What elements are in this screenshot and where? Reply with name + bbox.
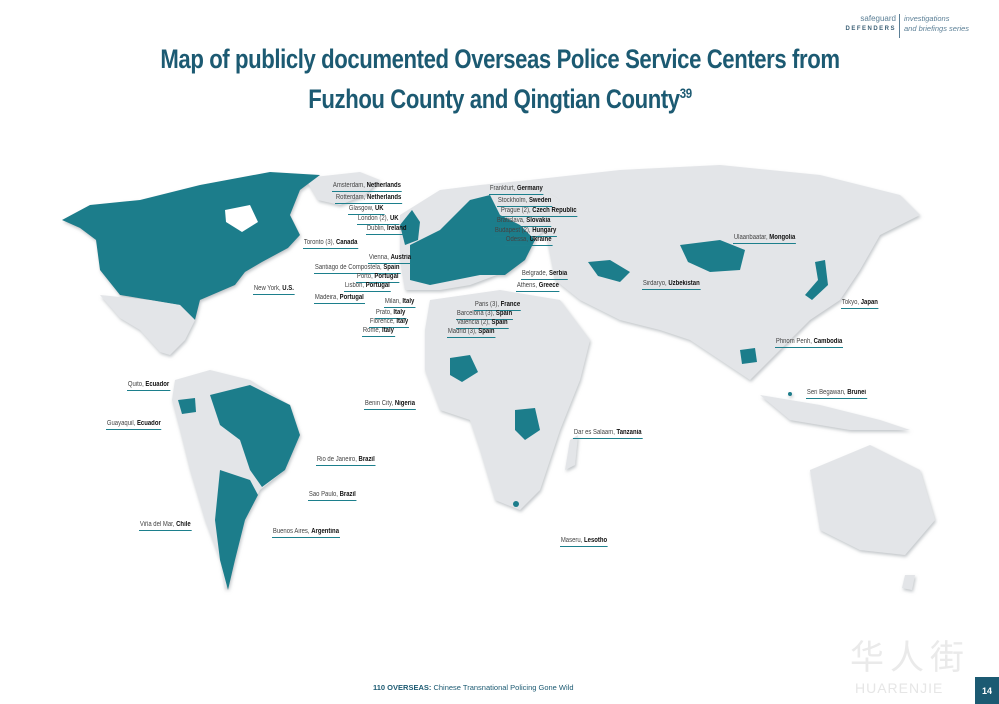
page-number: 14 (975, 677, 999, 704)
label-prato: Prato, Italy (375, 309, 407, 319)
watermark-chinese: 华人街 (850, 638, 970, 678)
label-amsterdam: Amsterdam, Netherlands (332, 182, 402, 192)
brand-header: safeguard DEFENDERS investigations and b… (836, 14, 986, 40)
label-madrid: Madrid (3), Spain (447, 328, 496, 338)
brazil (210, 385, 300, 487)
label-guayaquil: Guayaquil, Ecuador (106, 420, 162, 430)
label-vina-del-mar: Viña del Mar, Chile (139, 521, 192, 531)
label-rome: Rome, Italy (362, 327, 395, 337)
label-tokyo: Tokyo, Japan (841, 299, 879, 309)
australia (810, 445, 935, 555)
footer-report-name: 110 OVERSEAS: (373, 683, 432, 692)
label-milan: Milan, Italy (384, 298, 416, 308)
page-title: Map of publicly documented Overseas Poli… (123, 42, 877, 116)
brand-top: safeguard (860, 14, 896, 23)
argentina-chile (215, 470, 258, 590)
label-paris: Paris (3), France (474, 301, 522, 311)
label-athens: Athens, Greece (516, 282, 560, 292)
series-label: investigations and briefings series (904, 14, 969, 34)
label-rotterdam: Rotterdam, Netherlands (335, 194, 403, 204)
series-line-1: investigations (904, 14, 950, 23)
ecuador (178, 398, 196, 414)
label-porto: Porto, Portugal (356, 273, 400, 283)
label-valencia: Valencia (2), Spain (456, 319, 509, 329)
label-rio-de-janeiro: Rio de Janeiro, Brazil (316, 456, 376, 466)
label-santiago-de-compostela: Santiago de Compostela, Spain (314, 264, 401, 274)
brunei (788, 392, 792, 396)
label-budapest: Budapest (2), Hungary (494, 227, 558, 237)
japan (805, 260, 828, 300)
label-stockholm: Stockholm, Sweden (497, 197, 553, 207)
footer: 110 OVERSEAS: Chinese Transnational Poli… (373, 683, 574, 692)
label-toronto: Toronto (3), Canada (303, 239, 359, 249)
label-phnom-penh: Phnom Penh, Cambodia (775, 338, 844, 348)
label-madeira: Madeira, Portugal (314, 294, 365, 304)
lesotho (513, 501, 519, 507)
nigeria (450, 355, 478, 382)
label-maseru: Maseru, Lesotho (560, 537, 609, 547)
label-vienna: Vienna, Austria (368, 254, 412, 264)
label-barcelona: Barcelona (3), Spain (456, 310, 513, 320)
label-new-york: New York, U.S. (253, 285, 295, 295)
series-line-2: and briefings series (904, 24, 970, 33)
label-buenos-aires: Buenos Aires, Argentina (272, 528, 340, 538)
tanzania (515, 408, 540, 440)
africa-base (425, 290, 590, 510)
mongolia (680, 240, 745, 272)
watermark: 华人街 HUARENJIE (840, 630, 975, 700)
label-dar-es-salaam: Dar es Salaam, Tanzania (573, 429, 643, 439)
label-dublin: Dublin, Ireland (366, 225, 408, 235)
label-frankfurt: Frankfurt, Germany (489, 185, 544, 195)
brand-divider (899, 14, 900, 38)
brand-bottom: DEFENDERS (845, 26, 896, 32)
footer-subtitle: Chinese Transnational Policing Gone Wild (431, 683, 574, 692)
title-footnote: 39 (679, 85, 692, 101)
label-quito: Quito, Ecuador (127, 381, 171, 391)
asia-base (530, 165, 920, 380)
safeguard-defenders-logo: safeguard DEFENDERS (845, 14, 896, 34)
world-map (62, 165, 935, 590)
label-seri-begawan: Seri Begawan, Brunei (806, 389, 867, 399)
label-ulaanbaatar: Ulaanbaatar, Mongolia (733, 234, 797, 244)
mexico (100, 295, 195, 355)
label-lisbon: Lisbon, Portugal (344, 282, 391, 292)
label-london: London (2), UK (357, 215, 400, 225)
watermark-latin: HUARENJIE (855, 680, 944, 696)
label-glasgow: Glasgow, UK (348, 205, 385, 215)
title-text: Map of publicly documented Overseas Poli… (160, 44, 840, 114)
label-sao-paulo: Sao Paulo, Brazil (308, 491, 357, 501)
cambodia (740, 348, 757, 364)
label-benin-city: Benin City, Nigeria (364, 400, 416, 410)
greenland (305, 172, 380, 205)
label-florence: Florence, Italy (369, 318, 410, 328)
uk-ireland (400, 210, 420, 245)
label-prague: Prague (2), Czech Republic (500, 207, 578, 217)
label-belgrade: Belgrade, Serbia (521, 270, 569, 280)
uzbekistan (588, 260, 630, 282)
label-bratislava: Bratislava, Slovakia (496, 217, 552, 227)
label-sirdaryo: Sirdaryo, Uzbekistan (642, 280, 701, 290)
europe-highlight (410, 195, 535, 285)
canada-usa (62, 172, 320, 320)
indonesia (760, 395, 910, 430)
label-odessa: Odessa, Ukraine (505, 236, 553, 246)
